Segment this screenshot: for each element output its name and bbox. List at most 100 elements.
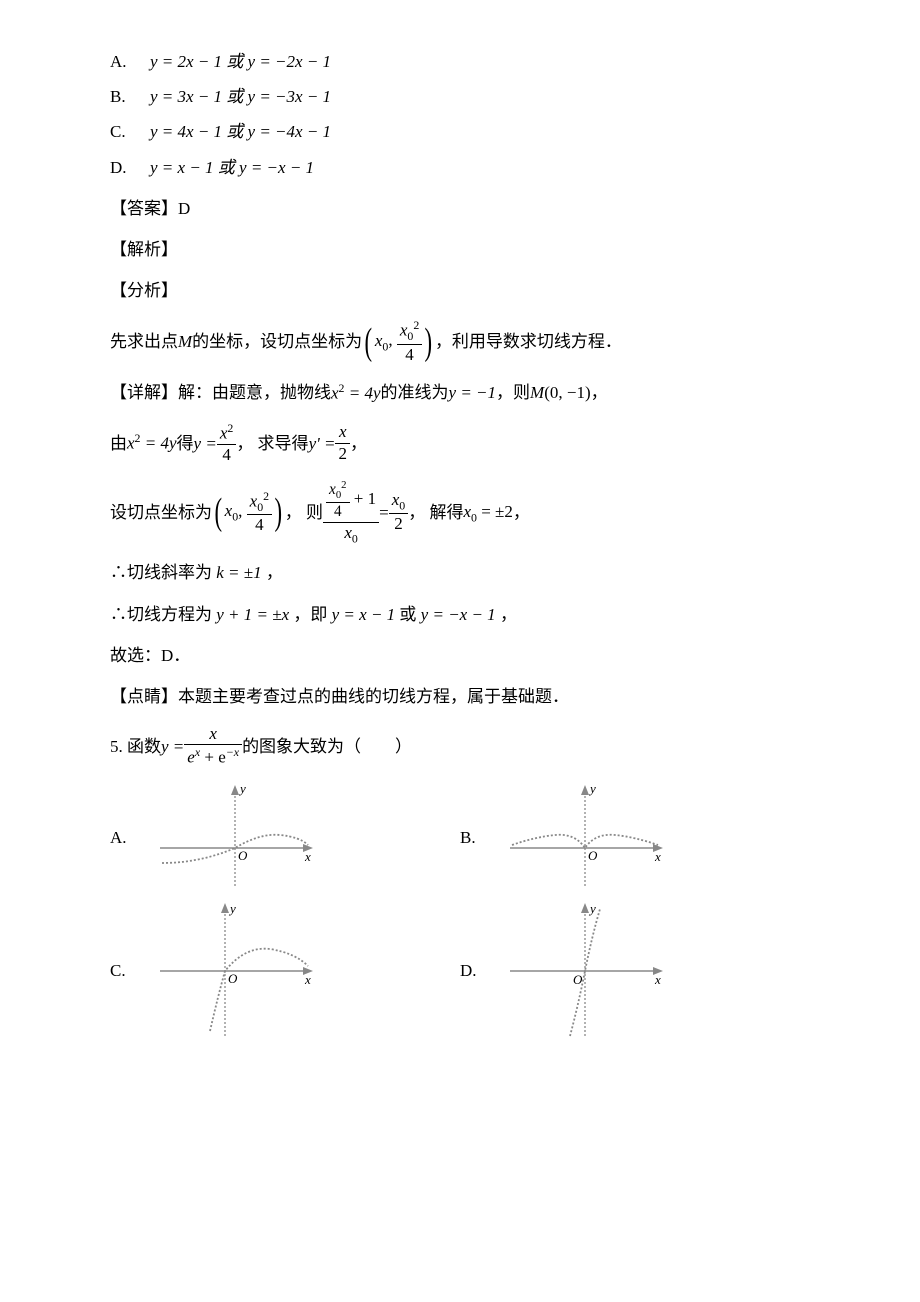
text: ∴切线方程为 [110, 605, 216, 624]
text: 的坐标，设切点坐标为 [192, 328, 362, 355]
var-M: M [178, 328, 192, 355]
svg-text:y: y [588, 901, 596, 916]
eq: y = −1 [449, 379, 497, 406]
option-c: C. y = 4x − 1 或 y = −4x − 1 [110, 118, 810, 145]
fenxi-label: 【分析】 [110, 277, 810, 304]
question-5: 5. 函数 y = x ex + e−x 的图象大致为（ ） [110, 724, 810, 768]
dianjing: 【点睛】本题主要考查过点的曲线的切线方程，属于基础题． [110, 683, 810, 710]
text: 的图象大致为（ ） [242, 733, 412, 760]
num: x [184, 724, 242, 745]
eq: y + 1 = ±x [216, 605, 289, 624]
text: ， [350, 430, 367, 457]
text: 先求出点 [110, 328, 178, 355]
eq-sign: = [379, 499, 389, 526]
eq: = 4y [345, 384, 381, 403]
svg-text:x: x [304, 849, 311, 864]
text: 【详解】解：由题意，抛物线 [110, 379, 331, 406]
graph-row-1: A. y x O B. y x O [110, 783, 810, 893]
text: ，即 [293, 605, 331, 624]
text: 5. 函数 [110, 733, 161, 760]
option-letter: A. [110, 824, 150, 851]
detail-line2: 由 x2 = 4y 得 y = x2 4 ， 求导得 y' = x 2 ， [110, 421, 810, 465]
eq: = 4y [141, 434, 177, 453]
sup: 2 [341, 479, 346, 491]
den: 2 [335, 444, 350, 464]
text: ， [513, 499, 530, 526]
var: x [463, 502, 471, 521]
lhs: y = [194, 430, 217, 457]
sup: 2 [227, 421, 233, 435]
option-letter: B. [460, 824, 500, 851]
sup: 2 [413, 318, 419, 332]
var: x [344, 523, 352, 542]
text: 由 [110, 430, 127, 457]
option-equation: y = 3x − 1 或 y = −3x − 1 [150, 83, 331, 110]
graph-row-2: C. y x O D. y x O [110, 901, 810, 1041]
rhs: = ±2 [477, 502, 513, 521]
svg-text:x: x [654, 849, 661, 864]
lhs: y = [161, 733, 184, 760]
text: ， 则 [285, 499, 323, 526]
option-letter: A. [110, 48, 150, 75]
text: 或 [399, 605, 420, 624]
var: x [331, 384, 339, 403]
sub: 0 [352, 531, 358, 545]
option-b: B. y = 3x − 1 或 y = −3x − 1 [110, 83, 810, 110]
var-M: M [530, 379, 544, 406]
text: 得 [177, 430, 194, 457]
detail-line6: 故选：D． [110, 642, 810, 669]
exp: −x [226, 745, 239, 759]
var: x [127, 434, 135, 453]
text: ， [500, 605, 517, 624]
den-a: e [187, 748, 195, 767]
jiexi-label: 【解析】 [110, 236, 810, 263]
answer-label: 【答案】D [110, 195, 810, 222]
option-letter: D. [110, 154, 150, 181]
point: (0, −1) [544, 379, 590, 406]
svg-text:O: O [573, 972, 583, 987]
plus-one: + 1 [350, 489, 377, 508]
option-d: D. y = x − 1 或 y = −x − 1 [110, 154, 810, 181]
sub: 0 [399, 499, 405, 513]
graph-d: y x O [500, 901, 670, 1041]
lhs: y' = [309, 430, 336, 457]
den-b: + e [200, 748, 226, 767]
svg-text:x: x [654, 972, 661, 987]
eq: y = −x − 1 [421, 605, 496, 624]
detail-line5: ∴切线方程为 y + 1 = ±x ，即 y = x − 1 或 y = −x … [110, 601, 810, 628]
graph-a: y x O [150, 783, 320, 893]
option-equation: y = 2x − 1 或 y = −2x − 1 [150, 48, 331, 75]
den: 2 [389, 514, 409, 534]
svg-text:O: O [238, 848, 248, 863]
graph-b: y x O [500, 783, 670, 893]
graph-c: y x O [150, 901, 320, 1041]
den: 4 [326, 503, 350, 521]
den: 4 [397, 345, 422, 365]
text: ， [591, 379, 608, 406]
text: 的准线为 [381, 379, 449, 406]
text: 设切点坐标为 [110, 499, 212, 526]
option-equation: y = 4x − 1 或 y = −4x − 1 [150, 118, 331, 145]
sup: 2 [263, 489, 269, 503]
svg-text:O: O [228, 971, 238, 986]
option-letter: C. [110, 957, 150, 984]
option-letter: B. [110, 83, 150, 110]
svg-text:y: y [238, 783, 246, 796]
fenxi-text: 先求出点 M 的坐标，设切点坐标为 ( x0, x02 4 ) ，利用导数求切线… [110, 318, 810, 365]
text: ， 解得 [408, 499, 463, 526]
num-var: x [329, 481, 336, 498]
text: ，利用导数求切线方程． [435, 328, 622, 355]
svg-text:y: y [588, 783, 596, 796]
eq: k = ±1 [216, 563, 261, 582]
den: 4 [217, 445, 237, 465]
svg-text:O: O [588, 848, 598, 863]
text: ∴切线斜率为 [110, 563, 216, 582]
num: x [335, 422, 350, 443]
eq: y = x − 1 [332, 605, 396, 624]
den: 4 [247, 515, 272, 535]
detail-line3: 设切点坐标为 ( x0, x02 4 ) ， 则 x02 4 + 1 x0 = … [110, 479, 810, 545]
option-equation: y = x − 1 或 y = −x − 1 [150, 154, 314, 181]
text: ，则 [496, 379, 530, 406]
text: ， [266, 563, 283, 582]
option-a: A. y = 2x − 1 或 y = −2x − 1 [110, 48, 810, 75]
